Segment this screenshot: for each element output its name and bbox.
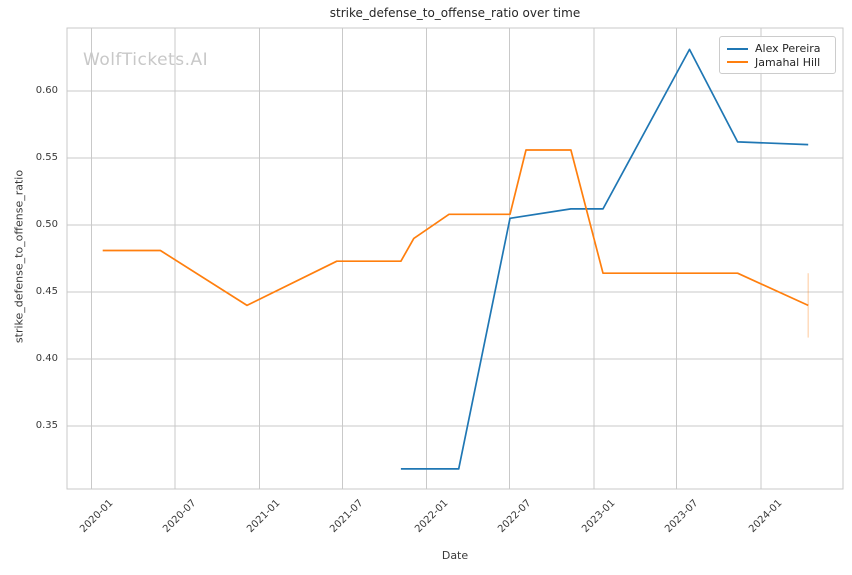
legend-item-alex-pereira: Alex Pereira — [727, 42, 828, 56]
y-tick-label: 0.55 — [35, 151, 58, 163]
legend-item-jamahal-hill: Jamahal Hill — [727, 56, 828, 70]
x-axis-label: Date — [441, 549, 469, 562]
y-tick-label: 0.40 — [35, 353, 58, 364]
y-tick-label: 0.45 — [35, 286, 58, 297]
legend: Alex Pereira Jamahal Hill — [719, 36, 836, 74]
series-line-alex-pereira — [400, 48, 809, 470]
legend-label-alex-pereira: Alex Pereira — [755, 42, 821, 56]
chart-title: strike_defense_to_offense_ratio over tim… — [329, 6, 581, 20]
y-tick-label: 0.50 — [35, 218, 58, 230]
legend-line-swatch-jamahal-hill — [727, 61, 748, 64]
legend-line-swatch-alex-pereira — [727, 47, 748, 50]
series-line-jamahal-hill — [102, 149, 809, 307]
y-tick-label: 0.60 — [35, 84, 58, 96]
legend-label-jamahal-hill: Jamahal Hill — [755, 55, 821, 69]
watermark: WolfTickets.AI — [83, 50, 209, 70]
y-tick-label: 0.35 — [35, 420, 58, 431]
plot-border — [66, 27, 844, 490]
